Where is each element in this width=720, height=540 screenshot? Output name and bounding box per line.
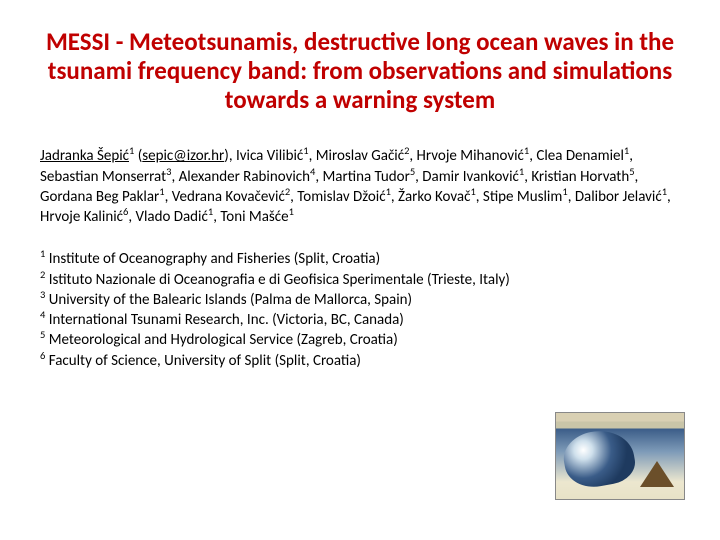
coauthor: , Žarko Kovač1 xyxy=(391,188,476,206)
first-author-email-link[interactable]: sepic@izor.hr xyxy=(142,147,224,165)
great-wave-image xyxy=(555,412,685,500)
coauthor: , Miroslav Gačić2 xyxy=(309,147,410,165)
page-title: MESSI - Meteotsunamis, destructive long … xyxy=(0,0,720,124)
affiliation-row: 6 Faculty of Science, University of Spli… xyxy=(40,351,680,371)
affiliation-row: 3 University of the Balearic Islands (Pa… xyxy=(40,290,680,310)
first-author-name: Jadranka Šepić xyxy=(40,147,129,165)
coauthor: , Vedrana Kovačević2 xyxy=(165,188,291,206)
coauthor: , Vlado Dadić1 xyxy=(128,208,213,226)
coauthor: , Ivica Vilibić1 xyxy=(229,147,309,165)
affiliations-block: 1 Institute of Oceanography and Fisherie… xyxy=(0,227,720,371)
affiliation-row: 1 Institute of Oceanography and Fisherie… xyxy=(40,249,680,269)
coauthor: , Alexander Rabinovich4 xyxy=(171,168,315,186)
coauthor: , Dalibor Jelavić1 xyxy=(568,188,667,206)
coauthor: , Martina Tudor5 xyxy=(315,168,415,186)
coauthor: , Damir Ivanković1 xyxy=(415,168,524,186)
affiliation-row: 4 International Tsunami Research, Inc. (… xyxy=(40,310,680,330)
first-author-sup: 1 xyxy=(129,144,134,157)
affiliation-row: 5 Meteorological and Hydrological Servic… xyxy=(40,330,680,350)
coauthor: , Tomislav Džoić1 xyxy=(290,188,391,206)
coauthor: , Toni Mašće1 xyxy=(213,208,294,226)
affiliation-row: 2 Istituto Nazionale di Oceanografia e d… xyxy=(40,270,680,290)
coauthor: , Stipe Muslim1 xyxy=(476,188,568,206)
coauthor: , Clea Denamiel1 xyxy=(529,147,629,165)
authors-block: Jadranka Šepić1 (sepic@izor.hr), Ivica V… xyxy=(0,124,720,227)
coauthor: , Hrvoje Mihanović1 xyxy=(409,147,529,165)
coauthor: , Kristian Horvath5 xyxy=(524,168,634,186)
